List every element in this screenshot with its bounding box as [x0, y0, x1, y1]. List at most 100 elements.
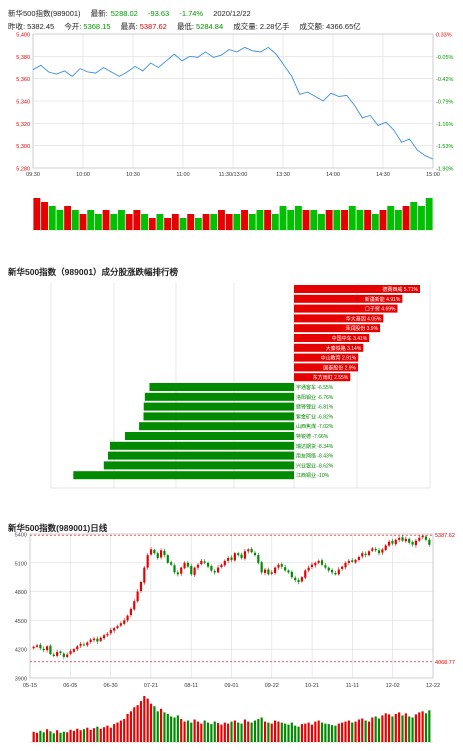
x-tick-label: 10:30: [126, 172, 140, 178]
candle-body: [66, 654, 69, 657]
low-label: 最低:: [176, 22, 195, 31]
volume-bar: [125, 214, 133, 230]
candle-body: [314, 562, 317, 566]
candle-body: [304, 570, 307, 578]
rank-bar-label: 特锐德 -7.66%: [296, 433, 329, 440]
rank-bar-label: 大秦铁路 3.14%: [326, 345, 362, 352]
header-row-2: 昨收: 5382.45 今开: 5368.15 最高: 5387.62 最低: 5284…: [8, 21, 369, 32]
volume-bar: [377, 718, 381, 742]
volume-bar: [408, 716, 411, 742]
volume-bar: [418, 206, 425, 230]
y-tick-label: 5,360: [16, 77, 30, 83]
candle-body: [92, 638, 96, 641]
index-name: 新华500指数(989001): [8, 9, 81, 18]
volume-bar: [141, 214, 148, 230]
intraday-chart: 5,400 5,380 5,360 5,340 5,320 5,300 5,280 0.33%…: [16, 33, 454, 231]
volume-bar: [233, 214, 241, 230]
candle-body: [35, 645, 39, 647]
candle-body: [401, 537, 404, 541]
candle-body: [86, 642, 89, 646]
candle-body: [176, 572, 179, 575]
volume-bar: [260, 717, 263, 742]
y-tick-label: 5,300: [16, 144, 30, 150]
volume-bar: [220, 724, 223, 742]
volume-bar: [62, 731, 65, 742]
volume-bar: [280, 722, 283, 742]
volume-bar: [56, 210, 64, 230]
rank-bar: [143, 402, 294, 411]
volume-bar: [183, 721, 186, 742]
candle-body: [123, 620, 126, 624]
candle-body: [180, 567, 183, 574]
volume-bar: [284, 723, 287, 742]
candle-body: [190, 566, 193, 575]
volume-bar: [56, 730, 59, 742]
candle-body: [200, 560, 203, 565]
volume-bar: [334, 725, 337, 742]
candle-body: [424, 536, 428, 540]
plot-frame: [29, 533, 434, 679]
volume-bar: [170, 716, 173, 742]
volume-bar: [325, 210, 333, 230]
volume-bar: [223, 722, 226, 742]
volume-bar: [123, 719, 126, 742]
volume-bar: [156, 711, 159, 742]
low-reference-label: 4068.77: [435, 660, 455, 666]
volume-bar: [202, 214, 210, 230]
candle-body: [82, 644, 86, 646]
candle-body: [106, 633, 109, 636]
rank-bar-label: 赣锋锂业 -6.81%: [296, 404, 334, 411]
volume-bar: [106, 725, 109, 742]
volume-bar: [371, 717, 374, 742]
volume-bar: [317, 720, 320, 742]
rank-bar-label: 瑞达期货 -8.34%: [296, 443, 334, 450]
volume-bar: [87, 210, 95, 230]
volume-bar: [410, 202, 418, 230]
x-tick-label: 13:30: [276, 172, 290, 178]
rank-bar: [109, 441, 295, 450]
candle-body: [267, 569, 270, 575]
candle-body: [250, 548, 253, 553]
rank-bar-label: 兴业银业 -8.62%: [296, 462, 334, 469]
volume-bar: [213, 721, 216, 742]
x-tick-label: 05-15: [23, 683, 37, 689]
rank-bar-label: 洛阳钼业 -6.76%: [296, 394, 334, 401]
volume-bar: [302, 210, 310, 230]
volume-bar: [109, 727, 112, 742]
volume-bar: [337, 723, 340, 742]
volume-bar: [344, 721, 347, 742]
volume-bar: [364, 210, 372, 230]
candle-body: [361, 553, 364, 557]
candle-body: [183, 562, 186, 569]
rank-bar-label: 江西铜业 -10%: [296, 472, 330, 479]
rank-bar: [149, 383, 294, 391]
candle-body: [42, 648, 45, 651]
volume-bar: [171, 214, 179, 230]
ranking-chart: 德赛西威 5.71% 新疆新能 4.91% 口子窖 4.69% 华大基因 4.05% 泽…: [50, 283, 431, 489]
volume-bar: [227, 723, 230, 742]
volume-bar: [361, 718, 364, 742]
candle-body: [230, 557, 233, 560]
y-tick-label: 5,280: [16, 167, 30, 173]
volume-bar: [318, 214, 325, 230]
rank-bar: [73, 471, 294, 480]
volume-bar: [424, 713, 428, 742]
volume-bar: [163, 712, 166, 742]
rank-bar-label: 国泰股份 2.9%: [323, 364, 356, 371]
volume-bar: [391, 716, 394, 742]
ranking-title: 新华500指数（989001）成分股涨跌幅排行榜: [8, 267, 179, 277]
volume-bar: [66, 732, 69, 742]
volume-bar: [297, 726, 300, 742]
volume-bar: [156, 214, 164, 230]
y-tick-label: 3900: [15, 677, 27, 683]
candle-body: [173, 565, 176, 573]
x-tick-label: 12-02: [386, 683, 400, 689]
volume-bar: [153, 706, 156, 742]
candle-body: [166, 555, 169, 563]
candle-body: [193, 567, 196, 575]
candle-body: [260, 562, 263, 573]
candle-body: [223, 560, 226, 566]
candle-body: [414, 540, 418, 546]
open-value: 5368.15: [83, 22, 111, 31]
volume-bar: [367, 721, 371, 742]
